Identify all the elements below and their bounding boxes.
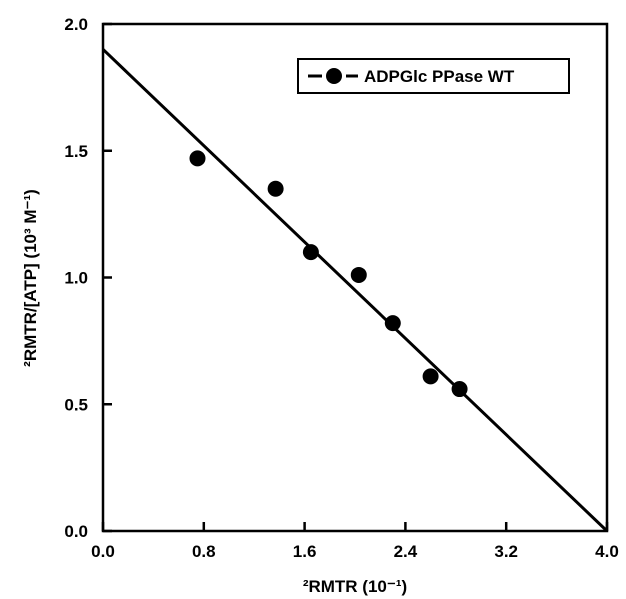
y-tick-label: 1.0 [64, 269, 88, 288]
data-point [302, 244, 319, 261]
data-point [350, 266, 367, 283]
data-point [384, 315, 401, 332]
data-point [422, 368, 439, 385]
fit-line [101, 48, 609, 533]
y-tick-label: 1.5 [64, 142, 88, 161]
legend-label: ADPGlc PPase WT [364, 67, 515, 86]
legend-marker [326, 68, 342, 84]
y-axis: 0.0 0.5 1.0 1.5 2.0 [64, 15, 112, 541]
x-tick-label: 0.8 [192, 542, 216, 561]
x-axis: 0.0 0.8 1.6 2.4 3.2 4.0 [91, 522, 619, 561]
x-tick-label: 1.6 [293, 542, 317, 561]
y-tick-label: 0.0 [64, 522, 88, 541]
y-tick-label: 0.5 [64, 395, 88, 414]
x-tick-label: 3.2 [494, 542, 518, 561]
data-point [267, 180, 284, 197]
x-tick-label: 2.4 [394, 542, 418, 561]
x-axis-title: ²RMTR (10⁻¹) [303, 577, 407, 596]
data-points [189, 150, 468, 398]
x-tick-label: 0.0 [91, 542, 115, 561]
y-axis-title: ²RMTR/[ATP] (10³ M⁻¹) [21, 189, 40, 367]
y-tick-label: 2.0 [64, 15, 88, 34]
x-tick-label: 4.0 [595, 542, 619, 561]
data-point [189, 150, 206, 167]
legend: ADPGlc PPase WT [297, 58, 570, 94]
legend-box [297, 58, 570, 94]
data-point [451, 381, 468, 398]
